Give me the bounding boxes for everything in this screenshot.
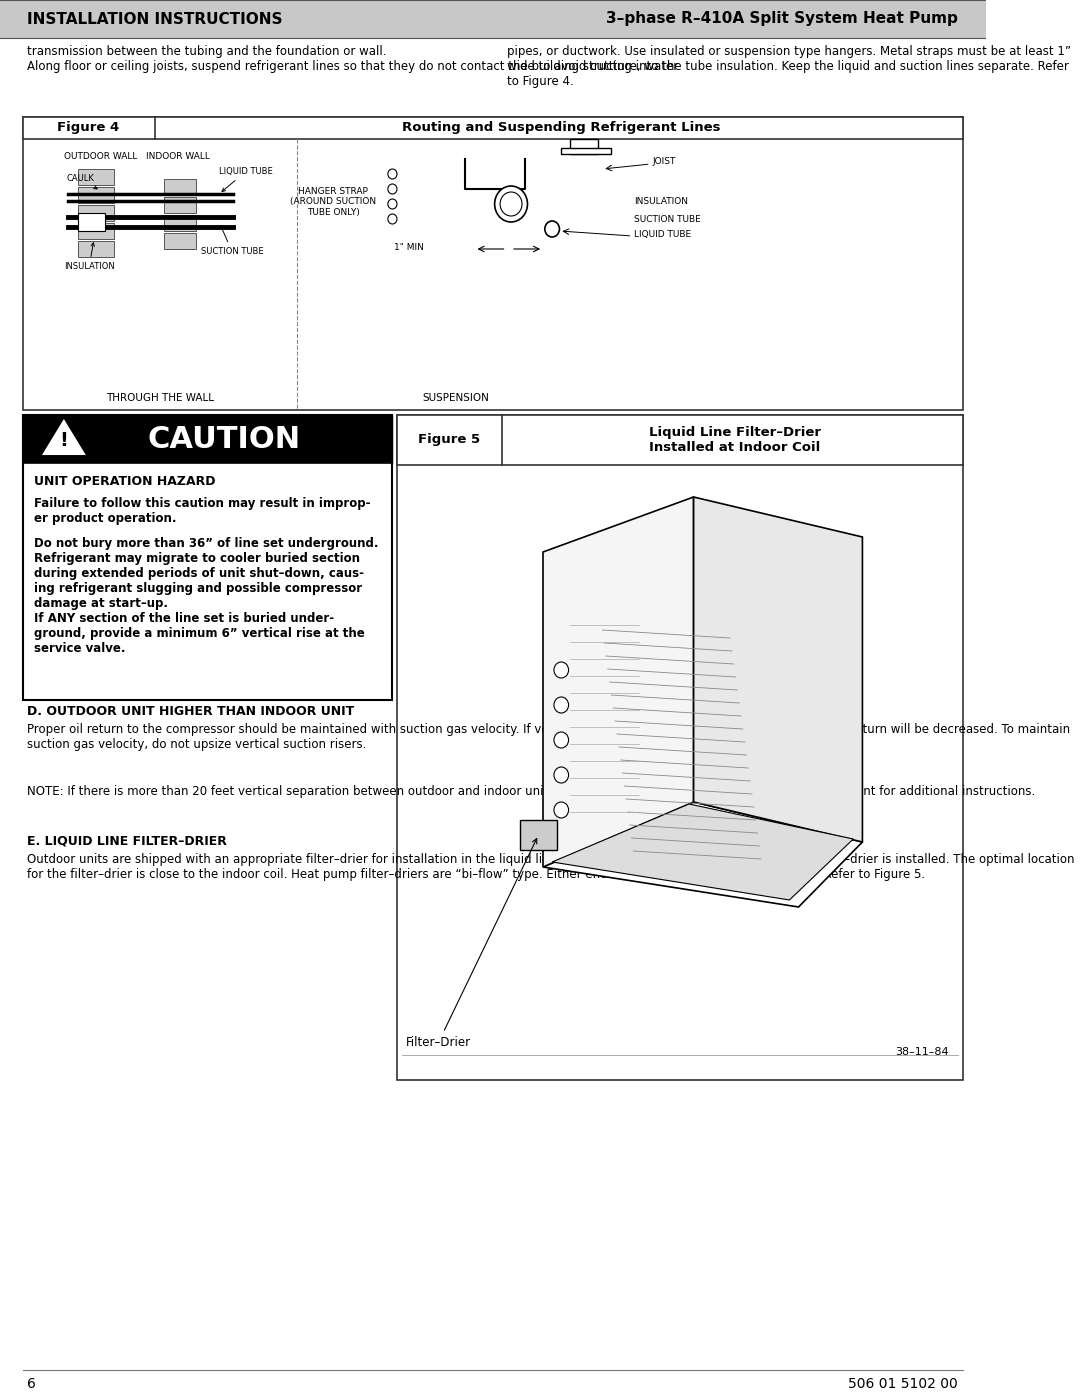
Text: HANGER STRAP
(AROUND SUCTION
TUBE ONLY): HANGER STRAP (AROUND SUCTION TUBE ONLY) [291,187,376,217]
Text: LIQUID TUBE: LIQUID TUBE [634,229,691,239]
Bar [78,224,114,239]
Text: INSTALLATION INSTRUCTIONS: INSTALLATION INSTRUCTIONS [27,11,283,27]
Text: E. LIQUID LINE FILTER–DRIER: E. LIQUID LINE FILTER–DRIER [27,835,227,848]
Text: !: ! [59,432,68,450]
Bar [0,0,986,38]
Text: 1" MIN: 1" MIN [394,243,424,251]
Text: 3–phase R–410A Split System Heat Pump: 3–phase R–410A Split System Heat Pump [606,11,958,27]
Circle shape [500,191,522,217]
Text: JOIST: JOIST [652,156,676,165]
Text: INSULATION: INSULATION [64,243,114,271]
Circle shape [544,221,559,237]
Circle shape [388,214,397,224]
Text: SUCTION TUBE: SUCTION TUBE [201,225,264,256]
Text: LIQUID TUBE: LIQUID TUBE [219,168,273,191]
Bar [23,415,392,462]
Text: transmission between the tubing and the foundation or wall.
Along floor or ceili: transmission between the tubing and the … [27,45,678,73]
Circle shape [554,732,568,747]
Bar [164,197,197,212]
Polygon shape [552,805,853,900]
Text: 38–11–84: 38–11–84 [895,1046,949,1058]
Text: Liquid Line Filter–Drier
Installed at Indoor Coil: Liquid Line Filter–Drier Installed at In… [649,426,821,454]
Text: CAUTION: CAUTION [147,425,300,454]
Text: THROUGH THE WALL: THROUGH THE WALL [106,393,214,402]
Bar [78,187,114,203]
Circle shape [554,697,568,712]
Text: 506 01 5102 00: 506 01 5102 00 [849,1377,958,1391]
Circle shape [388,169,397,179]
Text: Routing and Suspending Refrigerant Lines: Routing and Suspending Refrigerant Lines [402,122,720,134]
Bar [78,242,114,257]
Text: OUTDOOR WALL: OUTDOOR WALL [64,152,137,161]
Text: NOTE: If there is more than 20 feet vertical separation between outdoor and indo: NOTE: If there is more than 20 feet vert… [27,785,1036,798]
Text: Figure 5: Figure 5 [418,433,481,447]
Bar [164,179,197,196]
Bar [23,117,962,138]
Bar [562,148,611,154]
Bar [23,462,392,700]
Text: SUCTION TUBE: SUCTION TUBE [634,215,701,224]
Text: SUSPENSION: SUSPENSION [423,393,489,402]
Text: 6: 6 [27,1377,37,1391]
Text: INDOOR WALL: INDOOR WALL [146,152,210,161]
Bar [78,169,114,184]
Text: D. OUTDOOR UNIT HIGHER THAN INDOOR UNIT: D. OUTDOOR UNIT HIGHER THAN INDOOR UNIT [27,705,354,718]
Text: Figure 4: Figure 4 [57,122,120,134]
Bar [397,415,962,465]
Text: UNIT OPERATION HAZARD: UNIT OPERATION HAZARD [33,475,215,488]
Bar [164,233,197,249]
Bar [78,212,105,231]
Text: Do not bury more than 36” of line set underground.
Refrigerant may migrate to co: Do not bury more than 36” of line set un… [33,536,378,655]
Text: Proper oil return to the compressor should be maintained with suction gas veloci: Proper oil return to the compressor shou… [27,724,1070,752]
Bar [78,205,114,221]
Polygon shape [693,497,863,842]
Bar [570,138,597,154]
Text: Outdoor units are shipped with an appropriate filter–drier for installation in t: Outdoor units are shipped with an approp… [27,854,1075,882]
Bar [23,117,962,409]
Bar [397,415,962,1080]
Circle shape [388,184,397,194]
Polygon shape [44,420,84,454]
Polygon shape [543,802,863,907]
Bar [164,215,197,231]
Circle shape [554,767,568,782]
Bar [521,820,556,849]
Text: Filter–Drier: Filter–Drier [406,838,537,1049]
Text: Failure to follow this caution may result in improp-
er product operation.: Failure to follow this caution may resul… [33,497,370,525]
Text: CAULK: CAULK [67,175,97,189]
Circle shape [495,186,527,222]
Polygon shape [543,497,693,868]
Text: pipes, or ductwork. Use insulated or suspension type hangers. Metal straps must : pipes, or ductwork. Use insulated or sus… [507,45,1070,88]
Circle shape [554,662,568,678]
Circle shape [388,198,397,210]
Circle shape [554,802,568,819]
Bar [23,415,392,700]
Text: INSULATION: INSULATION [634,197,688,205]
